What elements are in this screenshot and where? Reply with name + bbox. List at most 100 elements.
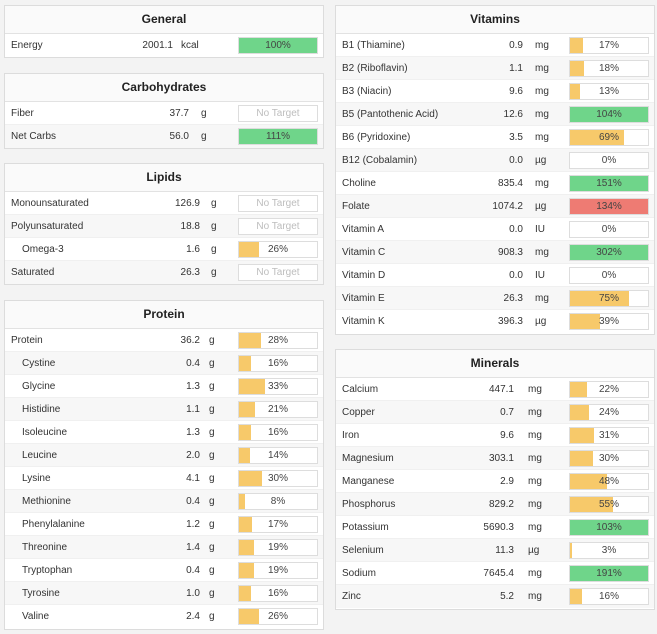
progress-label: 134% [596,201,622,212]
nutrient-row-phenylalanine[interactable]: Phenylalanine 1.2 g 17% [5,513,323,536]
nutrient-row-tyrosine[interactable]: Tyrosine 1.0 g 16% [5,582,323,605]
progress-label: 22% [598,384,619,395]
nutrient-row-methionine[interactable]: Methionine 0.4 g 8% [5,490,323,513]
nutrient-row-fiber[interactable]: Fiber 37.7 g No Target [5,102,323,125]
nutrient-name: Omega-3 [22,244,64,255]
nutrient-row-b12-cobalamin[interactable]: B12 (Cobalamin) 0.0 µg 0% [336,149,654,172]
nutrient-row-histidine[interactable]: Histidine 1.1 g 21% [5,398,323,421]
progress-fill [570,520,648,535]
nutrient-row-copper[interactable]: Copper 0.7 mg 24% [336,401,654,424]
progress-fill [570,589,583,604]
nutrient-row-b2-riboflavin[interactable]: B2 (Riboflavin) 1.1 mg 18% [336,57,654,80]
progress-label: 8% [270,496,286,507]
nutrient-name: Glycine [22,381,56,392]
nutrient-row-b3-niacin[interactable]: B3 (Niacin) 9.6 mg 13% [336,80,654,103]
nutrient-row-omega-3[interactable]: Omega-3 1.6 g 26% [5,238,323,261]
nutrient-row-vitamin-d[interactable]: Vitamin D 0.0 IU 0% [336,264,654,287]
nutrient-unit: mg [535,63,549,74]
nutrient-row-vitamin-k[interactable]: Vitamin K 396.3 µg 39% [336,310,654,333]
minerals-title: Minerals [336,350,654,378]
nutrient-row-leucine[interactable]: Leucine 2.0 g 14% [5,444,323,467]
progress-fill [239,448,250,463]
target-progress-bar: 30% [569,450,649,467]
progress-fill [570,314,601,329]
nutrient-unit: g [209,611,215,622]
progress-fill [239,609,260,624]
progress-label: 16% [598,591,619,602]
nutrient-row-phosphorus[interactable]: Phosphorus 829.2 mg 55% [336,493,654,516]
progress-fill [570,497,613,512]
nutrient-row-monounsaturated[interactable]: Monounsaturated 126.9 g No Target [5,192,323,215]
nutrient-unit: g [211,244,217,255]
progress-label: 26% [267,611,288,622]
nutrient-name: Vitamin A [342,224,385,235]
nutrient-row-lysine[interactable]: Lysine 4.1 g 30% [5,467,323,490]
nutrient-name: B12 (Cobalamin) [342,155,418,166]
nutrient-row-manganese[interactable]: Manganese 2.9 mg 48% [336,470,654,493]
nutrient-name: B1 (Thiamine) [342,40,405,51]
progress-fill [570,245,648,260]
nutrient-unit: g [201,108,207,119]
nutrient-name: B6 (Pyridoxine) [342,132,411,143]
nutrient-row-valine[interactable]: Valine 2.4 g 26% [5,605,323,628]
progress-fill [239,333,261,348]
nutrient-row-magnesium[interactable]: Magnesium 303.1 mg 30% [336,447,654,470]
nutrient-unit: mg [535,132,549,143]
nutrient-row-choline[interactable]: Choline 835.4 mg 151% [336,172,654,195]
progress-label: 19% [267,542,288,553]
nutrient-name: Iron [342,430,360,441]
target-progress-bar: No Target [238,195,318,212]
nutrient-row-cystine[interactable]: Cystine 0.4 g 16% [5,352,323,375]
nutrient-row-b1-thiamine[interactable]: B1 (Thiamine) 0.9 mg 17% [336,34,654,57]
target-progress-bar: 16% [238,355,318,372]
nutrient-amount: 0.0 [509,270,523,281]
nutrient-unit: kcal [181,40,199,51]
nutrient-row-selenium[interactable]: Selenium 11.3 µg 3% [336,539,654,562]
nutrient-row-vitamin-e[interactable]: Vitamin E 26.3 mg 75% [336,287,654,310]
progress-fill [570,451,594,466]
nutrient-row-b5-pantothenic-acid[interactable]: B5 (Pantothenic Acid) 12.6 mg 104% [336,103,654,126]
nutrient-row-potassium[interactable]: Potassium 5690.3 mg 103% [336,516,654,539]
nutrient-row-zinc[interactable]: Zinc 5.2 mg 16% [336,585,654,608]
nutrient-row-vitamin-c[interactable]: Vitamin C 908.3 mg 302% [336,241,654,264]
nutrient-row-vitamin-a[interactable]: Vitamin A 0.0 IU 0% [336,218,654,241]
carbohydrates-panel: Carbohydrates Fiber 37.7 g No Target Net Car… [4,73,324,149]
progress-label: 191% [596,568,622,579]
target-progress-bar: 191% [569,565,649,582]
nutrient-row-polyunsaturated[interactable]: Polyunsaturated 18.8 g No Target [5,215,323,238]
nutrient-row-isoleucine[interactable]: Isoleucine 1.3 g 16% [5,421,323,444]
progress-fill [570,176,648,191]
nutrient-row-tryptophan[interactable]: Tryptophan 0.4 g 19% [5,559,323,582]
progress-label: 100% [265,40,291,51]
progress-fill [570,84,581,99]
nutrient-unit: g [209,473,215,484]
nutrient-row-energy[interactable]: Energy 2001.1 kcal 100% [5,34,323,57]
nutrient-name: B2 (Riboflavin) [342,63,408,74]
target-progress-bar: 100% [238,37,318,54]
nutrient-unit: g [209,588,215,599]
nutrient-amount: 0.0 [509,224,523,235]
target-progress-bar: 14% [238,447,318,464]
nutrient-row-b6-pyridoxine[interactable]: B6 (Pyridoxine) 3.5 mg 69% [336,126,654,149]
nutrient-row-net-carbs[interactable]: Net Carbs 56.0 g 111% [5,125,323,148]
target-progress-bar: No Target [238,264,318,281]
nutrient-amount: 0.4 [186,565,200,576]
nutrient-row-glycine[interactable]: Glycine 1.3 g 33% [5,375,323,398]
general-panel: General Energy 2001.1 kcal 100% [4,5,324,58]
progress-fill [239,379,265,394]
target-progress-bar: 19% [238,539,318,556]
nutrient-row-threonine[interactable]: Threonine 1.4 g 19% [5,536,323,559]
nutrient-name: Vitamin D [342,270,386,281]
nutrient-row-calcium[interactable]: Calcium 447.1 mg 22% [336,378,654,401]
nutrient-row-saturated[interactable]: Saturated 26.3 g No Target [5,261,323,284]
target-progress-bar: 8% [238,493,318,510]
target-progress-bar: 17% [238,516,318,533]
nutrient-row-iron[interactable]: Iron 9.6 mg 31% [336,424,654,447]
target-progress-bar: 22% [569,381,649,398]
progress-fill [570,291,629,306]
general-title: General [5,6,323,34]
nutrient-row-sodium[interactable]: Sodium 7645.4 mg 191% [336,562,654,585]
nutrient-row-protein[interactable]: Protein 36.2 g 28% [5,329,323,352]
nutrient-row-folate[interactable]: Folate 1074.2 µg 134% [336,195,654,218]
nutrient-unit: mg [535,247,549,258]
